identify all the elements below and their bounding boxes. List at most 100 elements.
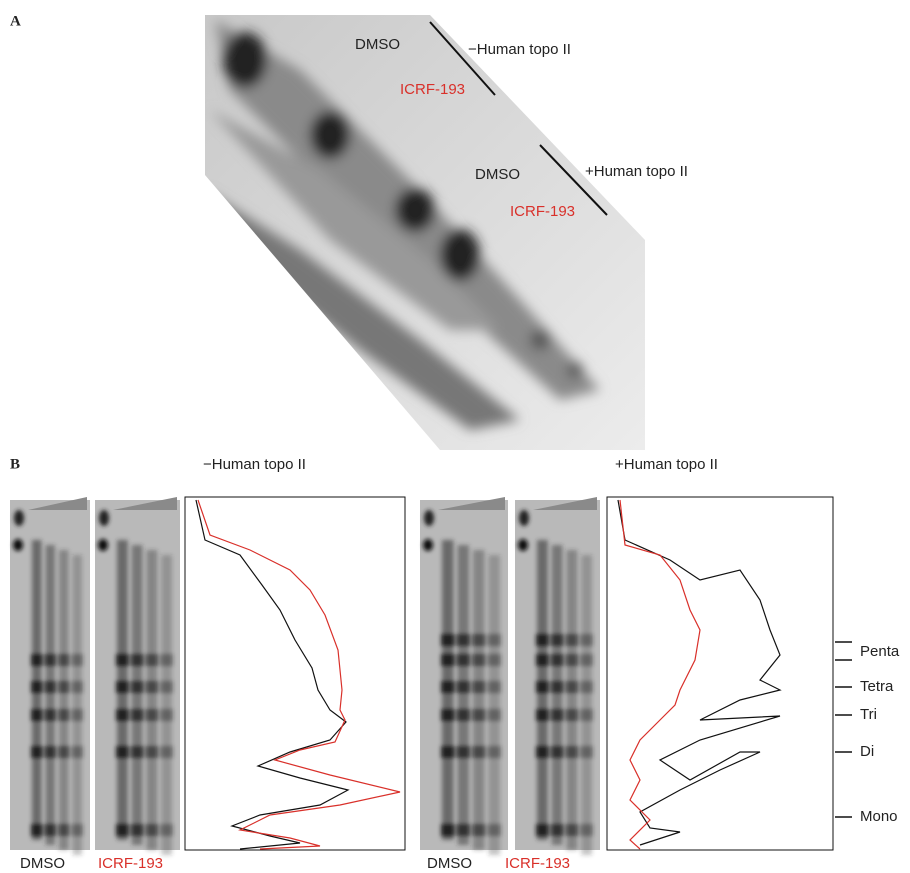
band	[566, 634, 579, 646]
band	[131, 681, 144, 693]
band	[488, 746, 502, 758]
lane	[458, 545, 470, 845]
lane	[73, 555, 83, 855]
band	[457, 634, 471, 646]
band	[536, 824, 549, 836]
lane	[581, 555, 592, 855]
band	[146, 824, 159, 836]
band	[160, 654, 173, 666]
well	[99, 510, 109, 526]
band	[45, 746, 57, 758]
band	[131, 824, 144, 836]
trace-icrf	[620, 500, 700, 849]
band	[72, 746, 84, 758]
band	[536, 634, 549, 646]
band	[441, 709, 455, 721]
control-label: DMSO	[475, 166, 520, 183]
lane	[147, 550, 158, 850]
band	[551, 709, 564, 721]
band	[45, 824, 57, 836]
well	[13, 539, 23, 551]
band	[72, 824, 84, 836]
band	[488, 824, 502, 836]
lane-label: DMSO	[20, 855, 65, 872]
band	[160, 681, 173, 693]
band	[472, 746, 486, 758]
condition-label: −Human topo II	[468, 41, 571, 58]
band	[551, 681, 564, 693]
band	[457, 654, 471, 666]
band	[31, 709, 43, 721]
treatment-label: ICRF-193	[400, 81, 465, 98]
band-label: Di	[860, 743, 874, 760]
band	[441, 681, 455, 693]
treatment-label: ICRF-193	[510, 203, 575, 220]
band	[146, 654, 159, 666]
band	[441, 654, 455, 666]
band	[580, 681, 593, 693]
band	[58, 654, 70, 666]
band	[72, 654, 84, 666]
band	[580, 654, 593, 666]
condition-title: −Human topo II	[203, 456, 306, 473]
lane	[132, 545, 143, 845]
band	[551, 746, 564, 758]
band	[566, 746, 579, 758]
band	[566, 709, 579, 721]
band	[441, 746, 455, 758]
band	[160, 746, 173, 758]
band	[551, 824, 564, 836]
band	[31, 746, 43, 758]
band	[45, 709, 57, 721]
band	[566, 681, 579, 693]
band	[31, 681, 43, 693]
band	[146, 709, 159, 721]
lane	[489, 555, 501, 855]
band	[131, 746, 144, 758]
band	[536, 746, 549, 758]
band	[472, 634, 486, 646]
band	[58, 681, 70, 693]
band	[31, 824, 43, 836]
band	[441, 824, 455, 836]
gel-image	[95, 497, 180, 855]
lane	[59, 550, 69, 850]
band	[488, 709, 502, 721]
band-ticks	[835, 642, 852, 817]
band	[566, 824, 579, 836]
band	[551, 634, 564, 646]
condition-title: +Human topo II	[615, 456, 718, 473]
band	[116, 824, 129, 836]
band	[441, 634, 455, 646]
band	[146, 681, 159, 693]
band	[488, 634, 502, 646]
lane	[473, 550, 485, 850]
band-label: Tetra	[860, 678, 894, 695]
lane	[161, 555, 172, 855]
band	[457, 746, 471, 758]
gels	[10, 497, 600, 855]
band	[457, 709, 471, 721]
lane	[567, 550, 578, 850]
band	[566, 654, 579, 666]
trace-dmso	[196, 500, 348, 849]
gel-image	[515, 497, 600, 855]
figure: A DMSO −Human topo II ICRF-193 DMSO +Hum…	[0, 0, 910, 873]
lane-label: ICRF-193	[505, 855, 570, 872]
band	[72, 681, 84, 693]
panel-label: B	[10, 456, 20, 472]
band	[146, 746, 159, 758]
band	[536, 654, 549, 666]
well	[518, 539, 528, 551]
band	[536, 709, 549, 721]
band	[580, 634, 593, 646]
band	[116, 709, 129, 721]
band	[472, 709, 486, 721]
well	[98, 539, 108, 551]
band	[58, 746, 70, 758]
band-label: Penta	[860, 643, 900, 660]
well	[519, 510, 529, 526]
band	[580, 824, 593, 836]
band	[116, 654, 129, 666]
